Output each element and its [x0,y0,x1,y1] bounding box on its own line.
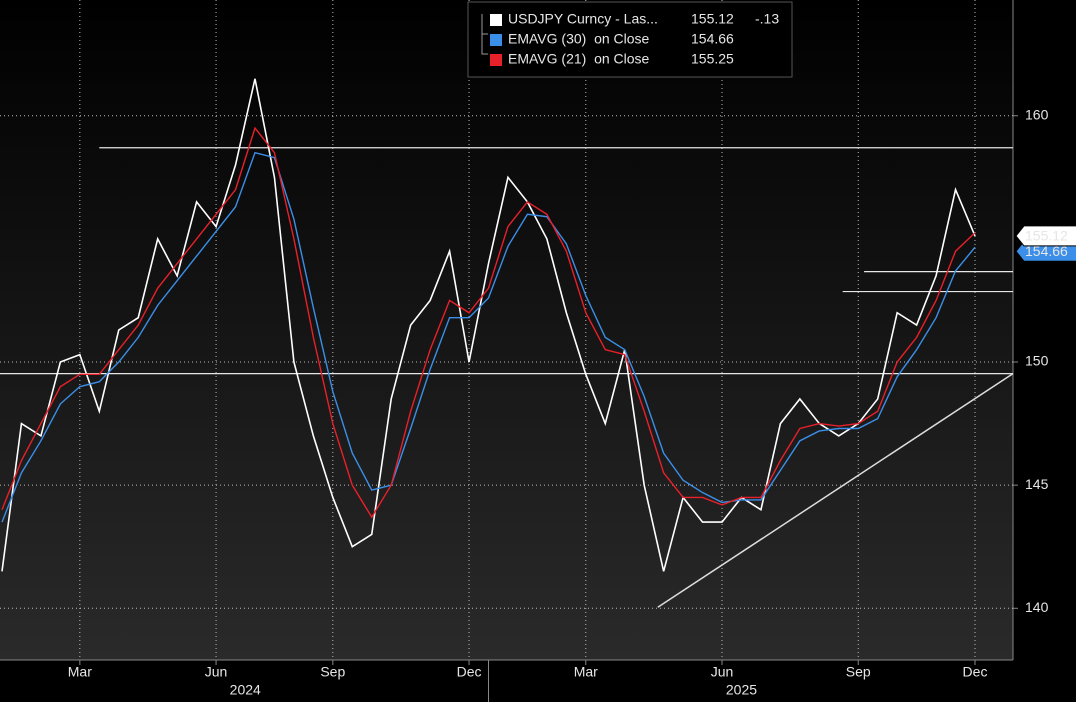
x-tick-label: Jun [711,664,734,680]
legend: USDJPY Curncy - Las... 155.12 EMAVG (30) o… [467,1,793,78]
legend-label: EMAVG (21) on Close [508,51,650,67]
legend-swatch [490,34,502,46]
y-tick-label: 140 [1025,599,1049,615]
y-tick-label: 160 [1025,106,1049,122]
legend-swatch [490,14,502,26]
trend-line [657,372,1014,608]
x-tick-label: Jun [205,664,228,680]
x-tick-label: Mar [68,664,92,680]
x-tick-label: Mar [574,664,598,680]
legend-connector [481,14,488,55]
price-line [1,78,976,572]
legend-box [467,1,793,78]
x-tick-label: Sep [846,664,871,680]
x-tick-label: Dec [457,664,482,680]
legend-value: 154.66 [691,31,734,47]
legend-label: USDJPY Curncy - Las... [508,11,658,27]
y-tick-label: 150 [1025,353,1049,369]
legend-change: -.13 [755,11,779,27]
plot-area [0,0,1013,660]
legend-value: 155.12 [691,11,734,27]
legend-label: EMAVG (30) on Close [508,31,650,47]
x-tick-label: Dec [963,664,988,680]
price-tag-label: 154.66 [1025,243,1068,259]
price-tag-label: 155.12 [1025,228,1068,244]
year-label: 2024 [230,682,261,698]
legend-value: 155.25 [691,51,734,67]
ema-line [1,151,976,523]
legend-swatch [490,54,502,66]
ema-line [1,126,976,519]
year-label: 2025 [726,682,757,698]
y-tick-label: 145 [1025,476,1049,492]
x-tick-label: Sep [320,664,345,680]
price-tag [1015,225,1076,247]
